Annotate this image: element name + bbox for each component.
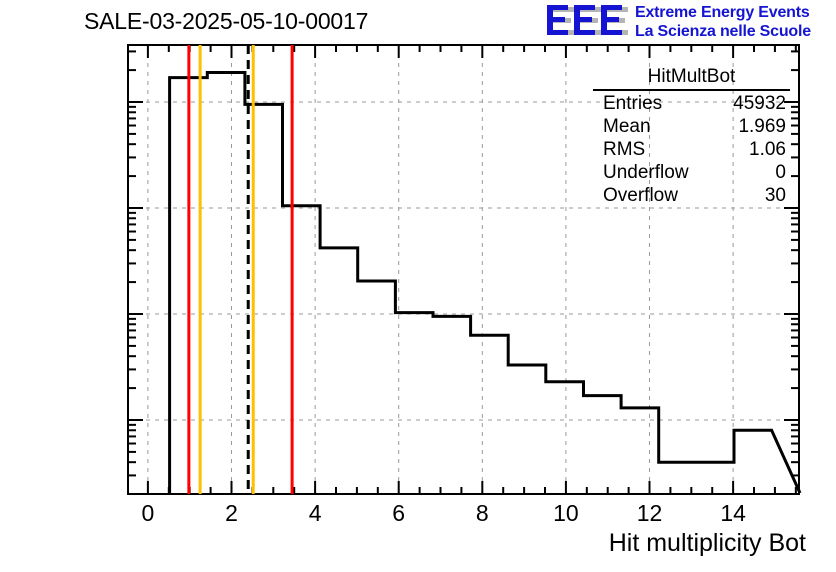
x-tick-label: 10: [553, 500, 579, 526]
eee-logo-mark: [547, 5, 628, 35]
stats-row: Overflow 30: [593, 184, 790, 207]
x-axis-title: Hit multiplicity Bot: [608, 529, 806, 557]
stats-box: HitMultBot Entries 45932 Mean 1.969 RMS 1.06 U…: [593, 66, 790, 207]
eee-logo-text: Extreme Energy Events La Scienza nelle S…: [635, 3, 811, 41]
stats-row: Underflow 0: [593, 161, 790, 184]
stats-row-value: 30: [764, 185, 786, 206]
x-tick-label: 14: [720, 500, 746, 526]
stats-row-value: 45932: [733, 93, 786, 114]
stats-title: HitMultBot: [593, 66, 790, 91]
plot-frame: [127, 44, 800, 495]
x-tick-label: 6: [392, 500, 406, 526]
x-tick-label: 4: [308, 500, 322, 526]
stats-row-key: Mean: [603, 116, 651, 137]
stats-rows: Entries 45932 Mean 1.969 RMS 1.06 Underflow 0 Ov…: [593, 92, 790, 207]
stats-row-key: Entries: [603, 93, 663, 114]
stats-row-key: Underflow: [603, 162, 689, 183]
stats-row-key: RMS: [603, 139, 646, 160]
x-tick-label: 2: [225, 500, 238, 526]
histogram-outline: [168, 71, 802, 494]
eee-logo: Extreme Energy Events La Scienza nelle S…: [545, 2, 835, 44]
stats-row: Entries 45932: [593, 92, 790, 115]
page-title: SALE-03-2025-05-10-00017: [84, 8, 369, 34]
logo-line-2: La Scienza nelle Scuole: [635, 23, 811, 40]
stats-row-value: 1.06: [749, 139, 786, 160]
stats-row-value: 0: [775, 162, 786, 183]
stats-row: RMS 1.06: [593, 138, 790, 161]
stats-row: Mean 1.969: [593, 115, 790, 138]
x-tick-label: 0: [141, 500, 155, 526]
x-tick-label: 12: [636, 500, 663, 526]
logo-line-1: Extreme Energy Events: [635, 4, 810, 21]
stats-row-key: Overflow: [603, 185, 678, 206]
x-tick-label: 8: [475, 500, 489, 526]
stats-row-value: 1.969: [738, 116, 786, 137]
